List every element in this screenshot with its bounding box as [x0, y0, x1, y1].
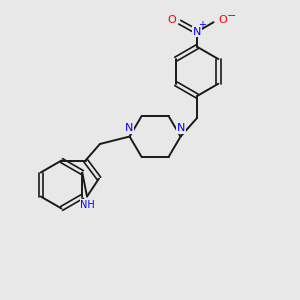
Text: N: N — [193, 27, 201, 37]
Text: N: N — [177, 123, 185, 133]
Text: O: O — [167, 15, 176, 25]
Text: N: N — [125, 123, 133, 133]
Text: −: − — [227, 11, 236, 21]
Text: O: O — [218, 15, 227, 25]
Text: NH: NH — [80, 200, 95, 210]
Text: +: + — [199, 20, 206, 30]
